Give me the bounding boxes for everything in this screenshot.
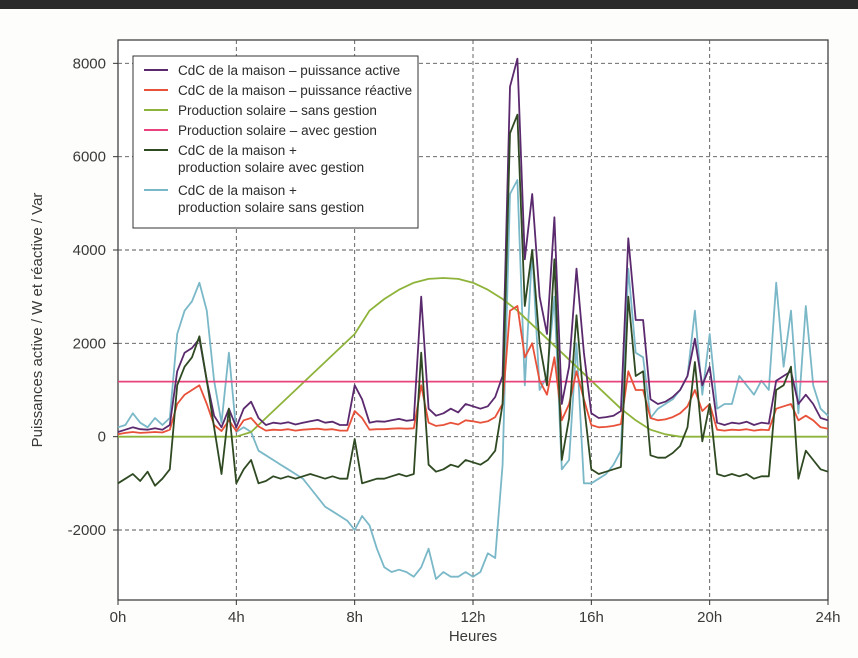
x-tick-label: 24h: [815, 609, 840, 626]
legend-label-reactive-power: CdC de la maison – puissance réactive: [178, 83, 412, 98]
x-tick-label: 12h: [460, 609, 485, 626]
legend: CdC de la maison – puissance active CdC …: [132, 55, 419, 229]
y-tick-label: 4000: [73, 242, 106, 259]
x-tick-label: 4h: [228, 609, 245, 626]
series-house-plus-solar-with-management: [117, 113, 829, 487]
axis-ticks: 0h 4h 8h 12h 16h 20h 24h -2000 0 2000 4000 6000 8000: [68, 55, 841, 626]
legend-label-solar-no-management: Production solaire – sans gestion: [178, 103, 377, 118]
x-tick-label: 20h: [697, 609, 722, 626]
y-tick-label: 6000: [73, 149, 106, 166]
x-tick-label: 16h: [579, 609, 604, 626]
y-tick-label: 0: [98, 429, 106, 446]
legend-label-house-plus-solar-no-management: CdC de la maison + production solaire san…: [178, 183, 364, 215]
legend-label-house-plus-solar-with-management: CdC de la maison + production solaire ave…: [178, 143, 364, 175]
x-tick-label: 0h: [110, 609, 127, 626]
legend-box: [132, 55, 419, 229]
x-axis-title: Heures: [449, 628, 497, 645]
series-layer: [117, 57, 829, 580]
top-border: [0, 0, 858, 9]
y-tick-label: 8000: [73, 55, 106, 72]
series-solar-no-management: [118, 277, 828, 438]
legend-label-active-power: CdC de la maison – puissance active: [178, 63, 400, 78]
y-tick-label: -2000: [68, 522, 106, 539]
x-tick-label: 8h: [346, 609, 363, 626]
y-axis-title: Puissances active / W et réactive / Var: [29, 193, 46, 448]
series-active-power: [117, 57, 829, 433]
legend-label-solar-with-management: Production solaire – avec gestion: [178, 123, 377, 138]
y-tick-label: 2000: [73, 335, 106, 352]
